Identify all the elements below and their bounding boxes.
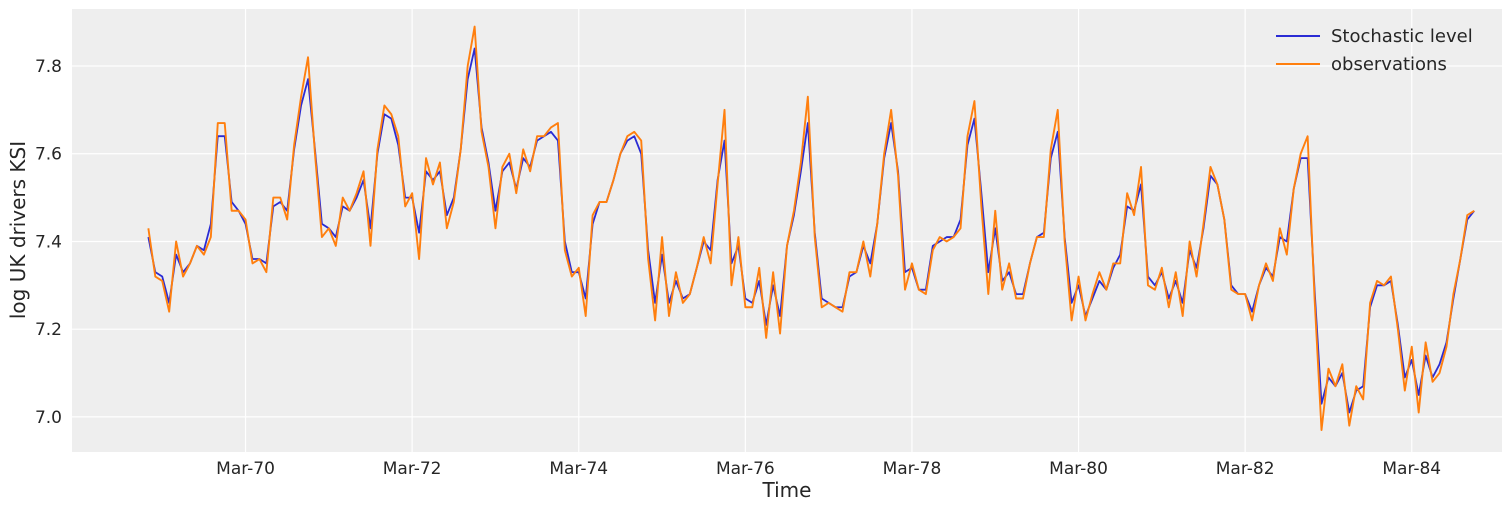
x-tick-labels: Mar-70 Mar-72 Mar-74 Mar-76 Mar-78 Mar-80 Mar-… — [216, 459, 1441, 479]
x-tick-label: Mar-82 — [1216, 459, 1275, 479]
x-tick-label: Mar-76 — [716, 459, 775, 479]
y-tick-labels: 7.0 7.2 7.4 7.6 7.8 — [35, 57, 62, 428]
x-tick-label: Mar-72 — [383, 459, 442, 479]
x-tick-label: Mar-78 — [883, 459, 942, 479]
y-tick-label: 7.8 — [35, 57, 62, 77]
y-tick-label: 7.6 — [35, 145, 62, 165]
x-gridlines — [244, 9, 1413, 452]
x-tick-label: Mar-80 — [1049, 459, 1108, 479]
series-layer — [147, 25, 1475, 432]
x-tick-label: Mar-70 — [216, 459, 275, 479]
y-axis-title: log UK drivers KSI — [6, 141, 30, 319]
legend-label-1: observations — [1331, 54, 1447, 75]
x-tick-label: Mar-84 — [1382, 459, 1441, 479]
legend: Stochastic level observations — [1276, 26, 1473, 75]
x-tick-label: Mar-74 — [549, 459, 608, 479]
y-tick-label: 7.0 — [35, 408, 62, 428]
series-line-1 — [147, 25, 1475, 432]
legend-label-0: Stochastic level — [1331, 26, 1473, 47]
y-tick-label: 7.4 — [35, 232, 62, 252]
y-tick-label: 7.2 — [35, 320, 62, 340]
x-axis-title: Time — [762, 478, 812, 502]
